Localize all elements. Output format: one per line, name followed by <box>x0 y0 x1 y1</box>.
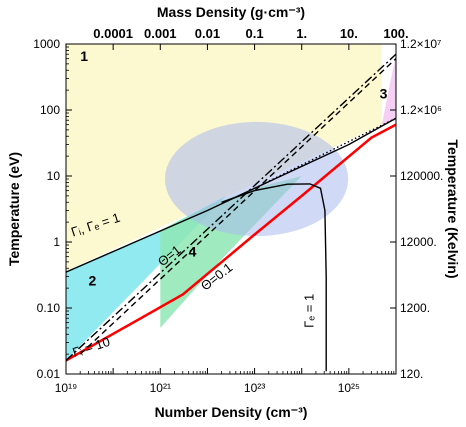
curves-layer <box>66 53 396 372</box>
y-tick-label: 100 <box>40 103 60 117</box>
y-tick-label: 0.01 <box>37 367 61 381</box>
annotation-0: 1 <box>80 48 88 64</box>
top-tick-label: 1. <box>296 26 307 41</box>
annotation-3: 4 <box>189 244 197 260</box>
right-tick-label: 1.2×10⁷ <box>400 37 441 51</box>
right-tick-label: 120. <box>400 367 423 381</box>
annotation-2: 3 <box>380 85 388 101</box>
y-tick-label: 0.10 <box>37 301 61 315</box>
x-axis-label: Number Density (cm⁻³) <box>155 404 308 420</box>
top-tick-label: 0.01 <box>195 26 220 41</box>
y-axis-label: Temperature (eV) <box>6 152 22 266</box>
x-tick-label: 10²¹ <box>150 381 171 395</box>
y-tick-label: 1000 <box>33 37 60 51</box>
plot-frame <box>65 43 397 375</box>
right-tick-label: 120000. <box>400 169 443 183</box>
ellipse-region <box>164 121 349 237</box>
ellipse-layer <box>164 121 349 237</box>
annotation-8: Γₑ = 1 <box>302 294 317 328</box>
right-tick-label: 1200. <box>400 301 430 315</box>
x-tick-label: 10²⁵ <box>338 381 360 395</box>
top-tick-label: 100. <box>383 26 408 41</box>
top-tick-label: 0.001 <box>144 26 177 41</box>
right-axis-label: Temperature (Kelvin) <box>445 140 461 279</box>
region-3 <box>381 54 396 125</box>
series-line-1 <box>66 123 396 362</box>
x-tick-label: 10¹⁹ <box>55 381 77 395</box>
series-line-4 <box>221 183 327 372</box>
x-tick-label: 10²³ <box>244 381 265 395</box>
ticks-layer <box>65 43 397 375</box>
top-tick-label: 10. <box>340 26 358 41</box>
top-axis-label: Mass Density (g·cm⁻³) <box>157 4 305 20</box>
top-tick-label: 0.0001 <box>93 26 133 41</box>
series-line-3 <box>79 58 396 355</box>
right-tick-label: 12000. <box>400 235 437 249</box>
y-tick-label: 1 <box>53 235 60 249</box>
top-tick-label: 0.1 <box>246 26 264 41</box>
annotation-1: 2 <box>88 272 96 288</box>
y-tick-label: 10 <box>47 169 61 183</box>
series-line-2 <box>66 53 396 362</box>
right-tick-label: 1.2×10⁶ <box>400 103 442 117</box>
